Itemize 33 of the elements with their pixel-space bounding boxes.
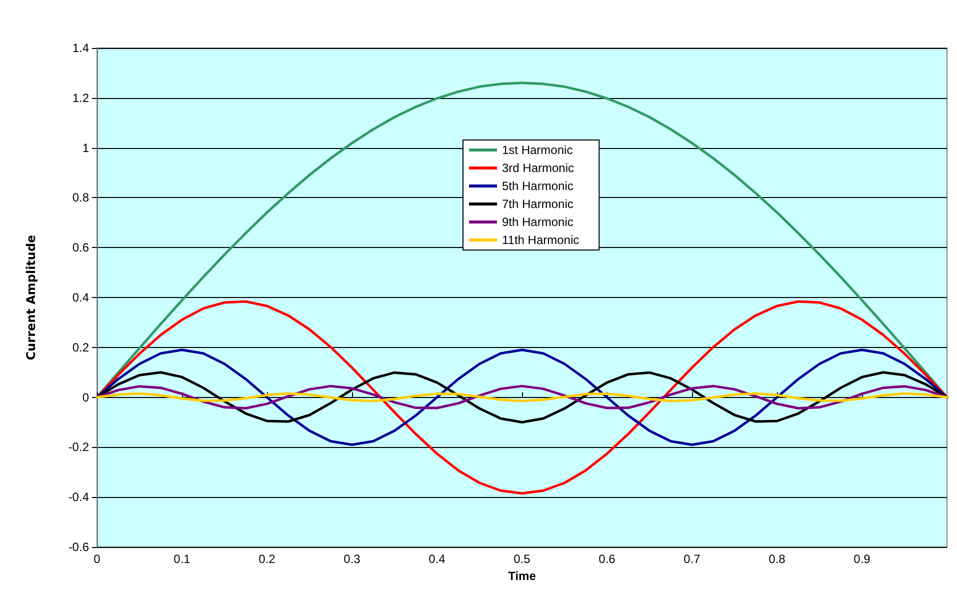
y-tick-label: 0.2 [72, 340, 90, 354]
y-tick-label: 0.6 [72, 240, 90, 255]
line-series [96, 300, 948, 495]
line-series [96, 384, 948, 410]
legend-label: 11th Harmonic [502, 233, 580, 247]
x-tick-label: 0.4 [428, 552, 446, 566]
x-tick-label: 0.3 [344, 552, 361, 566]
legend-label: 7th Harmonic [502, 197, 574, 211]
y-axis-title: Current Amplitude [24, 234, 38, 360]
y-tick-label: 0.8 [72, 190, 90, 205]
legend-label: 5th Harmonic [502, 179, 574, 193]
x-tick-label: 0.9 [854, 552, 871, 566]
line-series [96, 392, 948, 402]
y-tick-label: -0.6 [68, 540, 90, 554]
legend-label: 3rd Harmonic [502, 161, 574, 175]
legend-label: 9th Harmonic [502, 215, 574, 229]
x-tick-label: 0.8 [768, 552, 786, 566]
y-tick-label: 1.4 [72, 41, 90, 55]
x-tick-label: 0.1 [174, 552, 191, 566]
x-tick-label: 0.7 [684, 552, 701, 566]
x-tick-label: 0.5 [514, 552, 531, 566]
line-series [96, 348, 948, 446]
y-tick-label: 0 [82, 390, 90, 404]
y-tick-label: -0.2 [68, 440, 90, 454]
y-tick-label: -0.4 [68, 490, 90, 504]
y-tick-label: 1 [82, 140, 90, 155]
y-tick-label: 1.2 [72, 90, 90, 105]
y-tick-label: 0.4 [72, 290, 90, 304]
x-tick-label: 0 [94, 552, 101, 566]
x-tick-label: 0.2 [258, 552, 276, 566]
x-axis-title: Time [508, 568, 536, 583]
x-tick-label: 0.6 [598, 552, 616, 566]
legend-label: 1st Harmonic [502, 143, 573, 157]
